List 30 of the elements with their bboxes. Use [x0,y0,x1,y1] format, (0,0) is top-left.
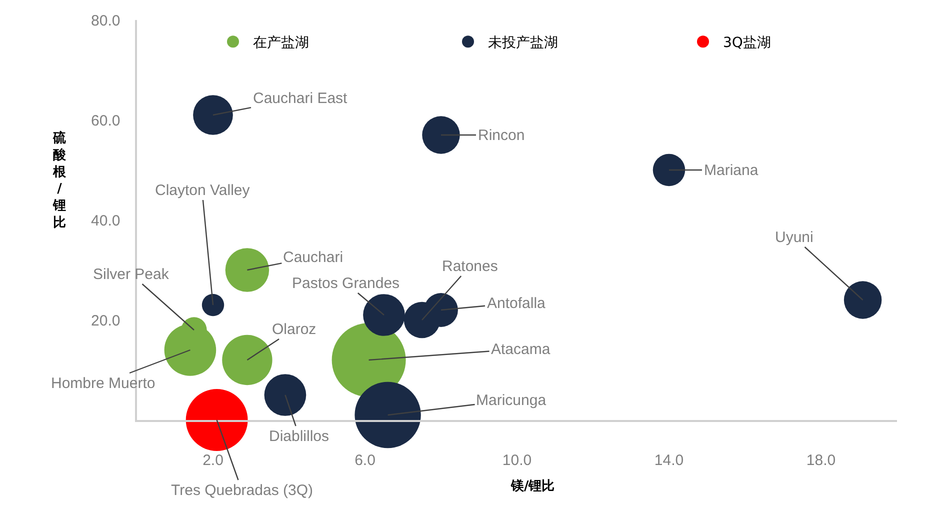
x-tick-label: 18.0 [806,452,836,469]
annotation: Silver Peak [93,266,170,283]
annotation: Atacama [491,341,551,358]
x-tick-label: 14.0 [654,452,684,469]
annotation: Ratones [442,258,498,275]
annotation: Mariana [704,162,759,179]
annotation: Maricunga [476,392,547,409]
annotation: Diablillos [269,428,330,445]
y-tick-label: 60.0 [91,112,120,130]
legend-label: 在产盐湖 [253,35,309,52]
y-axis-title: 硫酸根/锂比 [52,130,67,230]
x-axis-title: 镁/锂比 [510,479,555,494]
annotation: Cauchari East [253,90,348,107]
x-tick-label: 2.0 [202,452,224,469]
legend-label: 未投产盐湖 [488,35,558,52]
y-tick-label: 40.0 [91,212,120,230]
annotation: Uyuni [775,229,814,246]
annotation: Olaroz [272,321,316,338]
annotation: Cauchari [283,249,344,266]
x-tick-label: 10.0 [502,452,532,469]
annotation: Pastos Grandes [292,275,400,292]
annotation: Antofalla [487,295,546,312]
y-tick-label: 80.0 [91,12,120,30]
annotation: Tres Quebradas (3Q) [171,482,313,499]
annotation: Hombre Muerto [51,375,156,392]
annotation: Rincon [478,127,525,144]
legend-label: 3Q盐湖 [723,35,771,52]
y-tick-label: 20.0 [91,312,120,330]
x-tick-label: 6.0 [354,452,376,469]
annotation: Clayton Valley [155,182,250,199]
